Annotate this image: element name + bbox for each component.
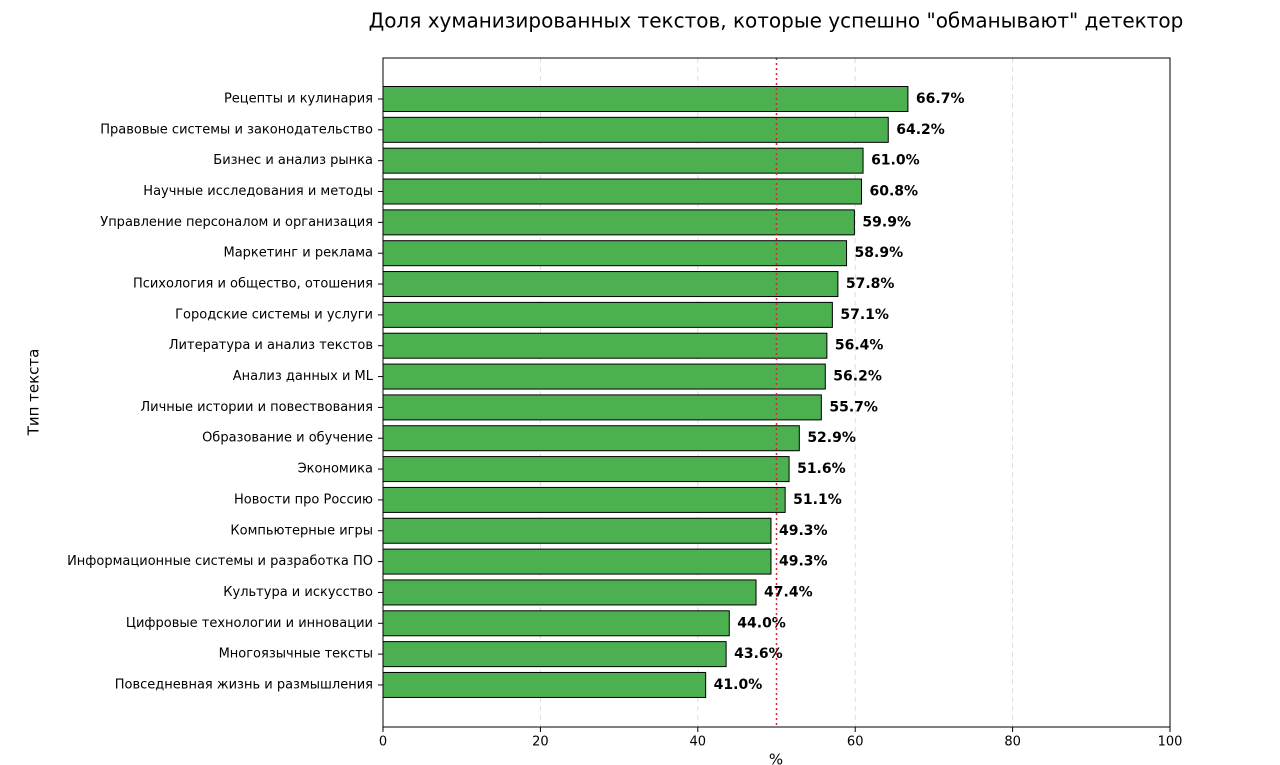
- y-tick-label: Психология и общество, отошения: [133, 277, 373, 292]
- y-tick-label: Бизнес и анализ рынка: [213, 153, 373, 168]
- y-axis-label: Тип текста: [25, 349, 43, 437]
- y-tick-label: Многоязычные тексты: [219, 647, 373, 662]
- bar: [382, 209, 855, 236]
- bar: [382, 579, 757, 606]
- bar: [382, 271, 839, 298]
- chart-title: Доля хуманизированных текстов, которые у…: [369, 9, 1184, 33]
- value-label: 49.3%: [779, 554, 828, 570]
- bar: [382, 394, 822, 421]
- x-tick-label: 60: [847, 735, 864, 750]
- y-tick-label: Повседневная жизнь и размышления: [115, 677, 373, 692]
- bar: [382, 486, 786, 513]
- y-tick-label: Новости про Россию: [234, 492, 373, 507]
- y-tick-label: Маркетинг и реклама: [224, 246, 374, 261]
- y-tick-label: Цифровые технологии и инновации: [126, 616, 373, 631]
- y-tick-label: Научные исследования и методы: [143, 184, 373, 199]
- bar: [382, 147, 864, 174]
- value-label: 60.8%: [869, 184, 918, 200]
- x-axis-label: %: [769, 751, 783, 765]
- y-tick-label: Культура и искусство: [223, 585, 373, 600]
- x-tick-label: 80: [1004, 735, 1021, 750]
- y-tick-label: Экономика: [298, 462, 373, 477]
- bar: [382, 301, 833, 328]
- bar: [382, 116, 889, 143]
- bar: [382, 425, 800, 452]
- bar: [382, 363, 826, 390]
- value-label: 51.6%: [797, 461, 846, 477]
- bar: [382, 332, 828, 359]
- x-tick-label: 0: [379, 735, 387, 750]
- value-label: 49.3%: [779, 523, 828, 539]
- y-tick-label: Образование и обучение: [202, 431, 373, 446]
- y-tick-label: Управление персоналом и организация: [100, 215, 373, 230]
- value-label: 57.8%: [846, 276, 895, 292]
- bar: [382, 517, 772, 544]
- value-label: 41.0%: [714, 677, 763, 693]
- bar: [382, 548, 772, 575]
- value-label: 57.1%: [840, 307, 889, 323]
- value-label: 56.4%: [835, 338, 884, 354]
- value-label: 59.9%: [862, 214, 911, 230]
- value-label: 64.2%: [896, 122, 945, 138]
- value-label: 51.1%: [793, 492, 842, 508]
- bar: [382, 456, 790, 483]
- value-label: 43.6%: [734, 646, 783, 662]
- bar: [382, 240, 848, 267]
- x-tick-label: 40: [690, 735, 707, 750]
- bar: [382, 641, 727, 668]
- plot-frame: [382, 57, 1171, 728]
- y-tick-label: Анализ данных и ML: [233, 369, 374, 384]
- bar: [382, 86, 909, 112]
- y-tick-label: Городские системы и услуги: [175, 307, 373, 322]
- value-label: 66.7%: [916, 91, 965, 107]
- value-label: 56.2%: [833, 369, 882, 385]
- y-tick-label: Правовые системы и законодательство: [100, 122, 373, 137]
- y-tick-label: Личные истории и повествования: [140, 400, 373, 415]
- value-label: 58.9%: [855, 245, 904, 261]
- value-label: 52.9%: [807, 430, 856, 446]
- value-label: 47.4%: [764, 584, 813, 600]
- y-tick-label: Литература и анализ текстов: [169, 338, 373, 353]
- bar: [382, 178, 862, 205]
- y-tick-label: Рецепты и кулинария: [224, 92, 373, 107]
- x-tick-label: 100: [1158, 735, 1183, 750]
- x-tick-label: 20: [532, 735, 549, 750]
- bar: [382, 671, 707, 698]
- y-tick-label: Информационные системы и разработка ПО: [67, 554, 373, 569]
- bar: [382, 610, 730, 637]
- value-label: 55.7%: [829, 399, 878, 415]
- value-label: 61.0%: [871, 153, 920, 169]
- y-tick-label: Компьютерные игры: [230, 523, 373, 538]
- value-label: 44.0%: [737, 615, 786, 631]
